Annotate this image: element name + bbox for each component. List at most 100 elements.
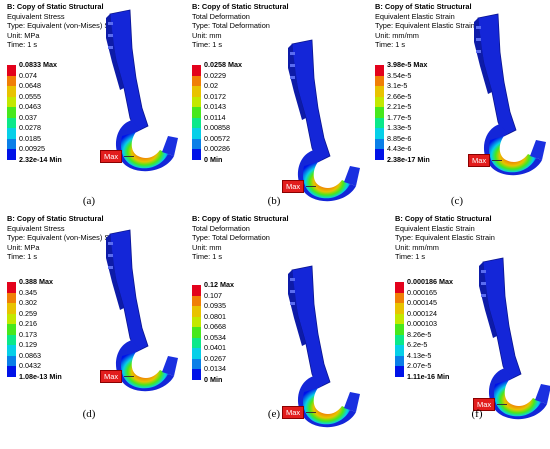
subfigure-caption: (b) — [267, 195, 281, 207]
legend-label: 0.000165 — [407, 287, 437, 297]
hook-side-face — [474, 18, 492, 94]
legend-swatch — [192, 358, 201, 369]
hook-side-face — [106, 14, 124, 90]
legend-swatch — [7, 292, 16, 303]
max-probe-leader — [306, 186, 316, 187]
result-info-line: Total Deformation — [192, 223, 250, 233]
legend-swatch — [192, 337, 201, 348]
legend-label: 0.0114 — [204, 112, 226, 122]
result-info-line: Type: Equivalent Elastic Strain — [375, 21, 475, 31]
hook-notch — [290, 64, 295, 67]
hook-notch — [290, 290, 295, 293]
legend-label: 1.33e-5 — [387, 123, 412, 132]
hook-tip — [530, 140, 546, 160]
hook-tip — [344, 166, 360, 186]
result-info-line: Unit: mm — [192, 242, 222, 252]
legend-label: 0.00572 — [204, 133, 230, 143]
legend-label: 6.2e-5 — [407, 340, 428, 349]
legend-label: 0.0463 — [19, 102, 41, 111]
legend-swatch — [7, 282, 16, 293]
model-view — [102, 228, 182, 413]
result-header: B: Copy of Static Structural Equivalent S… — [7, 2, 125, 50]
legend-label: 2.66e-5 — [387, 91, 412, 101]
legend-swatch — [192, 348, 201, 359]
hook-notch — [476, 50, 481, 53]
legend-swatch — [375, 75, 384, 86]
result-info-line: Time: 1 s — [395, 252, 426, 262]
legend-swatch — [7, 75, 16, 86]
legend-swatch — [192, 65, 201, 76]
legend-min-label: 0 Min — [204, 154, 223, 164]
stress-hotspot — [493, 380, 541, 417]
hook-notch — [476, 38, 481, 41]
legend-label: 0.173 — [19, 329, 37, 339]
hook-notch — [108, 266, 113, 269]
stress-hotspot — [120, 352, 168, 389]
legend-swatch — [192, 86, 201, 97]
hook-notch — [108, 242, 113, 245]
legend-swatch — [375, 149, 384, 160]
hook-tip — [535, 384, 550, 404]
result-info-line: Equivalent Stress — [7, 11, 65, 21]
legend-label: 4.43e-6 — [387, 144, 412, 153]
legend-label: 0.0229 — [204, 70, 226, 80]
result-info-line: Unit: MPa — [7, 30, 40, 40]
hook-notch — [476, 26, 481, 29]
legend-min-label: 0 Min — [204, 374, 223, 384]
result-info-line: Time: 1 s — [7, 40, 38, 50]
result-title: B: Copy of Static Structural — [375, 2, 472, 11]
legend-swatch — [395, 324, 404, 335]
hook-model — [106, 9, 178, 172]
hook-notch — [290, 76, 295, 79]
legend-swatch — [7, 65, 16, 76]
legend-swatch — [7, 96, 16, 107]
result-title: B: Copy of Static Structural — [7, 214, 104, 223]
legend-label: 3.54e-5 — [387, 70, 412, 80]
legend-label: 0.00286 — [204, 144, 230, 153]
legend-swatch — [395, 292, 404, 303]
legend-label: 0.107 — [204, 290, 222, 300]
subfigure-caption: (c) — [450, 195, 464, 207]
subfigure-caption: (f) — [471, 408, 483, 420]
hook-notch — [290, 278, 295, 281]
legend-label: 0.000124 — [407, 308, 437, 318]
legend-swatch — [192, 96, 201, 107]
result-info-line: Time: 1 s — [192, 252, 223, 262]
legend-label: 0.216 — [19, 319, 37, 328]
legend-swatch — [192, 107, 201, 118]
result-info-line: Type: Equivalent Elastic Strain — [395, 233, 495, 243]
legend-max-label: 3.98e-5 Max — [387, 60, 428, 69]
legend-label: 8.26e-5 — [407, 329, 432, 339]
hook-model — [106, 229, 178, 392]
legend-max-label: 0.12 Max — [204, 280, 234, 289]
legend-label: 0.302 — [19, 298, 37, 307]
result-info-line: Equivalent Elastic Strain — [395, 223, 475, 233]
result-info-line: Type: Total Deformation — [192, 233, 270, 243]
legend-label: 0.00925 — [19, 144, 45, 153]
legend-label: 2.21e-5 — [387, 102, 412, 111]
legend-label: 1.77e-5 — [387, 112, 412, 122]
hook-notch — [108, 34, 113, 37]
legend-swatch — [375, 138, 384, 149]
result-info-line: Time: 1 s — [7, 252, 38, 262]
hook-notch — [481, 282, 486, 285]
legend-label: 0.0801 — [204, 311, 226, 321]
result-info-line: Type: Total Deformation — [192, 21, 270, 31]
result-title: B: Copy of Static Structural — [192, 214, 289, 223]
subfigure-caption: (a) — [82, 195, 96, 207]
legend-swatch — [7, 303, 16, 314]
legend-swatch — [395, 334, 404, 345]
legend-label: 0.000103 — [407, 319, 437, 328]
hook-notch — [108, 22, 113, 25]
result-info-line: Total Deformation — [192, 11, 250, 21]
legend-label: 0.02 — [204, 81, 218, 90]
legend-swatch — [395, 313, 404, 324]
legend-swatch — [192, 117, 201, 128]
hook-notch — [290, 302, 295, 305]
legend-swatch — [192, 75, 201, 86]
legend-swatch — [192, 369, 201, 380]
legend-swatch — [7, 355, 16, 366]
result-info-line: Type: Equivalent (von-Mises) Stress — [7, 21, 126, 31]
legend-swatch — [7, 149, 16, 160]
model-view — [284, 264, 364, 449]
